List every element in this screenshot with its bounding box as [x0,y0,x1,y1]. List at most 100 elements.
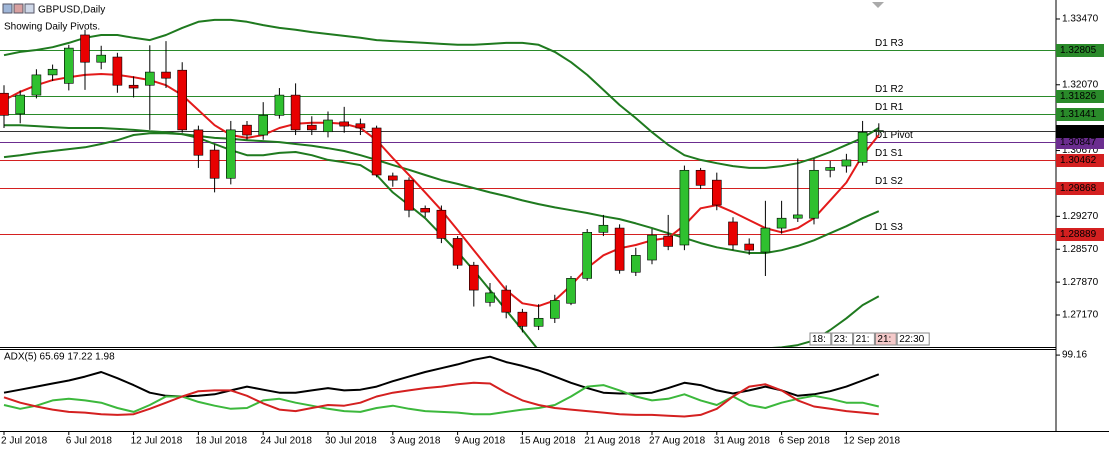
x-tick-label: 6 Sep 2018 [779,436,831,447]
candle-body [420,208,431,213]
x-tick-label: 2 Jul 2018 [1,436,48,447]
candle-body [744,243,755,251]
candle-body [323,119,333,133]
candle-body [242,124,252,136]
x-tick-label: 30 Jul 2018 [325,436,377,447]
price-box [1056,125,1104,138]
price-box [1056,154,1104,167]
candle-body [355,123,366,129]
price-box-label: 1.32805 [1060,45,1097,56]
candle-body [711,179,722,206]
timer-box [853,332,875,346]
chart-shift-marker [872,2,884,8]
candle-body [857,131,868,163]
y-tick-label: 1.27870 [1062,277,1099,288]
icon [13,3,24,14]
candle-body [339,121,350,127]
candle-body [306,124,317,131]
y2-tick-label: 99.16 [1062,350,1087,361]
pivot-label: D1 S1 [875,148,903,159]
indicator-pane [3,355,880,418]
timer-label: 22:30 [899,334,924,345]
candle-body [80,34,90,63]
candle-body [647,234,657,261]
price-box-label: 1.30462 [1060,155,1097,166]
x-tick-label: 27 Aug 2018 [649,436,706,447]
price-box [1056,182,1104,195]
price-box-label: 1.31095 [1060,126,1097,137]
candle-body [193,129,204,156]
indicator-line [3,381,879,418]
candle-body [371,127,382,176]
candle-body [695,169,706,186]
timer-box [874,332,897,346]
timer-label: 21: [856,334,870,345]
x-tick-label: 9 Aug 2018 [455,436,506,447]
candle-body [841,159,852,167]
price-box-label: 1.28889 [1060,229,1097,240]
overlay-line [4,124,880,254]
price-box-label: 1.31441 [1060,109,1097,120]
x-tick-label: 3 Aug 2018 [390,436,441,447]
candle-body [792,214,803,219]
candle-body [436,209,447,239]
candle-body [31,74,42,96]
candle-body [517,311,528,327]
timer-label: 21: [877,334,891,345]
price-box [1056,136,1104,149]
timer-label: 23: [834,334,848,345]
x-tick-label: 6 Jul 2018 [66,436,113,447]
price-box [1056,228,1104,241]
price-box [1056,90,1104,103]
y-tick-label: 1.30670 [1062,145,1099,156]
x-tick-label: 15 Aug 2018 [519,436,576,447]
icon [2,3,13,14]
candle-body [501,289,512,313]
candle-body [728,221,738,246]
price-box-label: 1.31826 [1060,91,1097,102]
candle-body [614,227,625,271]
candle-body [873,130,884,132]
timer-box [809,332,832,346]
pivot-label: D1 R3 [875,38,904,49]
y-tick-label: 1.32070 [1062,79,1099,90]
price-box [1056,44,1104,57]
candle-body [760,227,771,253]
y-tick-label: 1.27170 [1062,310,1099,321]
overlay-line [3,18,880,169]
candle-body [549,300,560,319]
candle-body [630,255,641,273]
timer-label: 18: [812,334,826,345]
candle-body [809,169,819,219]
candle-body [776,217,787,229]
price-box [1056,108,1104,121]
chart-title: GBPUSD,Daily [38,5,105,16]
candle-body [533,317,544,327]
indicator-line [3,355,880,398]
price-pane: D1 R3 D1 R2 D1 R1 D1 Pivot D1 S1 D1 S2 D1 S3 [0,18,1056,347]
candle-body [112,56,123,86]
candle-body [209,149,220,179]
candle-body [177,69,187,131]
x-tick-label: 31 Aug 2018 [714,436,771,447]
pivot-label: D1 R1 [875,102,904,113]
x-tick-label: 12 Jul 2018 [131,436,183,447]
x-tick-label: 21 Aug 2018 [584,436,641,447]
pivot-label: D1 S3 [875,222,903,233]
candle-body [0,92,9,116]
x-tick-label: 24 Jul 2018 [260,436,312,447]
candle-body [15,94,25,115]
candle-body [663,235,674,247]
y-tick-label: 1.29270 [1062,211,1099,222]
candle-body [468,264,479,291]
candle-body [47,68,58,76]
candle-body [274,94,285,116]
timer-box [831,332,854,346]
candle-body [387,175,398,181]
icon [24,3,35,14]
x-tick-label: 18 Jul 2018 [195,436,247,447]
pivot-label: D1 S2 [875,176,903,187]
candle-body [825,167,836,171]
candle-body [226,129,236,179]
candle-body [598,224,609,233]
